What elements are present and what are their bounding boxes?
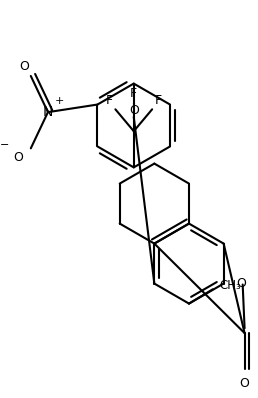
Text: O: O: [13, 151, 23, 164]
Text: −: −: [0, 140, 9, 150]
Text: O: O: [240, 377, 249, 390]
Text: F: F: [155, 94, 162, 107]
Text: F: F: [106, 94, 112, 107]
Text: F: F: [130, 87, 137, 100]
Text: O: O: [236, 277, 246, 290]
Text: N: N: [43, 105, 53, 119]
Text: +: +: [55, 96, 64, 106]
Text: O: O: [129, 104, 139, 117]
Text: CH₃: CH₃: [220, 279, 241, 292]
Text: O: O: [19, 60, 29, 73]
